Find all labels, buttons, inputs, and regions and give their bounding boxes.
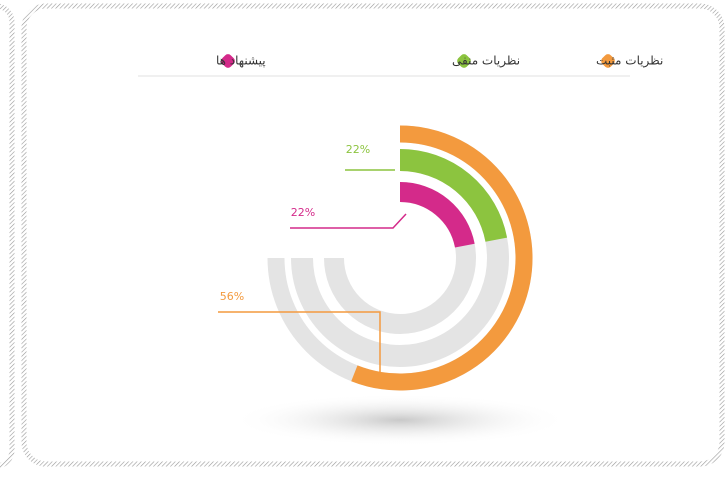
card <box>21 3 725 467</box>
legend-swatch <box>601 54 615 68</box>
value-label: 22% <box>346 143 370 156</box>
legend-label: پیشنهاد ها <box>216 54 266 68</box>
legend-label: نظریات مثبت <box>596 54 663 69</box>
ring-bar <box>399 182 475 248</box>
legend-label: نظریات منفی <box>452 54 520 69</box>
side-card <box>0 3 15 469</box>
ring-bar <box>399 149 508 243</box>
value-label: 22% <box>291 206 315 219</box>
legend-swatch <box>221 54 235 68</box>
shadow <box>230 394 570 446</box>
leader-line <box>290 213 407 229</box>
legend-swatch <box>457 54 471 68</box>
ring-bar <box>351 125 533 391</box>
value-label: 56% <box>220 290 244 303</box>
leader-line <box>218 311 381 372</box>
